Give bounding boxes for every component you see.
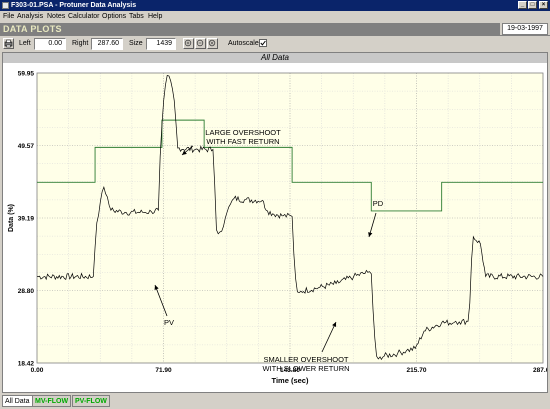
size-label: Size (129, 40, 143, 47)
y-tick-label: 28.80 (18, 288, 35, 295)
annotation-text: SMALLER OVERSHOOT (263, 355, 348, 364)
title-bar: F303-01.PSA - Protuner Data Analysis _ □… (0, 0, 550, 11)
menu-calculator[interactable]: Calculator (68, 13, 100, 20)
size-field[interactable]: 1439 (146, 38, 176, 50)
menu-analysis[interactable]: Analysis (17, 13, 44, 20)
annotation-arrowhead (368, 232, 373, 237)
x-tick-label: 143.80 (280, 367, 300, 374)
tab-bar: All Data MV-FLOW PV-FLOW (0, 394, 550, 409)
autoscale-label: Autoscale (228, 40, 259, 47)
y-tick-label: 49.57 (18, 143, 35, 150)
zoom-out-icon (196, 39, 204, 47)
annotation-arrow-line (321, 321, 337, 353)
app-icon[interactable] (2, 2, 9, 9)
annotation-text: PV (164, 318, 174, 327)
window-title: F303-01.PSA - Protuner Data Analysis (11, 2, 137, 9)
print-button[interactable] (3, 38, 14, 49)
annotation-2: PD (368, 199, 384, 238)
y-tick-label: 59.95 (18, 71, 35, 78)
x-tick-label: 0.00 (31, 367, 44, 374)
left-label: Left (19, 40, 31, 47)
x-tick-label: 287.60 (533, 367, 547, 374)
series-pv-line (36, 74, 544, 361)
series-pd-line (37, 119, 543, 212)
right-field[interactable]: 287.60 (91, 38, 123, 50)
close-button[interactable]: × (539, 1, 548, 9)
y-tick-label: 39.19 (18, 216, 35, 223)
autoscale-checkbox[interactable] (259, 39, 267, 47)
x-tick-label: 71.90 (155, 367, 172, 374)
toolbar: Left 0.00 Right 287.60 Size 1439 (0, 37, 550, 51)
x-tick-label: 215.70 (407, 367, 427, 374)
series-layer (36, 74, 544, 361)
annotation-3: PV (154, 284, 174, 327)
tab-all-data[interactable]: All Data (2, 395, 33, 407)
right-label: Right (72, 40, 89, 47)
minimize-button[interactable]: _ (518, 1, 527, 9)
chart-grid (37, 73, 543, 363)
menu-bar: File Analysis Notes Calculator Options T… (0, 11, 550, 22)
annotation-text: PD (373, 199, 384, 208)
chart-title: All Data (3, 53, 547, 63)
x-axis-label: Time (sec) (272, 376, 309, 385)
menu-file[interactable]: File (3, 13, 15, 20)
tab-pv-flow[interactable]: PV-FLOW (72, 395, 110, 407)
annotation-arrowhead (182, 150, 187, 155)
y-tick-labels: 18.42 28.80 39.19 49.57 59.95 (18, 71, 35, 368)
header-bar: DATA PLOTS 19-03-1997 (0, 22, 550, 36)
axis-frame (36, 72, 544, 364)
chart-svg[interactable]: 18.42 28.80 39.19 49.57 59.95 0.00 71.90 143.8… (3, 63, 547, 392)
annotation-arrowhead (332, 322, 337, 328)
annotation-arrowhead (154, 285, 159, 290)
date-display: 19-03-1997 (502, 23, 548, 35)
page-title: DATA PLOTS (0, 23, 500, 35)
zoom-in-button[interactable] (183, 38, 194, 49)
annotation-text: WITH SLOWER RETURN (262, 364, 349, 373)
printer-icon (4, 39, 13, 48)
menu-tabs[interactable]: Tabs (129, 13, 144, 20)
y-axis-label: Data (%) (8, 204, 15, 232)
plot-border (36, 72, 544, 364)
menu-options[interactable]: Options (102, 13, 127, 20)
annotation-text: LARGE OVERSHOOT (205, 128, 281, 137)
chart-panel: All Data 18.42 28.80 39.19 49.57 59.95 0.00 7… (2, 52, 548, 393)
maximize-button[interactable]: □ (528, 1, 537, 9)
y-tick-label: 18.42 (18, 361, 35, 368)
annotation-arrow-line (154, 284, 168, 317)
zoom-full-icon (208, 39, 216, 47)
x-tick-labels: 0.00 71.90 143.80 215.70 287.60 (31, 367, 547, 374)
menu-notes[interactable]: Notes (47, 13, 66, 20)
menu-help[interactable]: Help (148, 13, 163, 20)
zoom-out-button[interactable] (195, 38, 206, 49)
zoom-full-button[interactable] (207, 38, 218, 49)
tab-mv-flow[interactable]: MV-FLOW (32, 395, 72, 407)
zoom-in-icon (184, 39, 192, 47)
checkmark-icon (260, 40, 266, 46)
annotation-text: WITH FAST RETURN (206, 137, 279, 146)
left-field[interactable]: 0.00 (34, 38, 66, 50)
